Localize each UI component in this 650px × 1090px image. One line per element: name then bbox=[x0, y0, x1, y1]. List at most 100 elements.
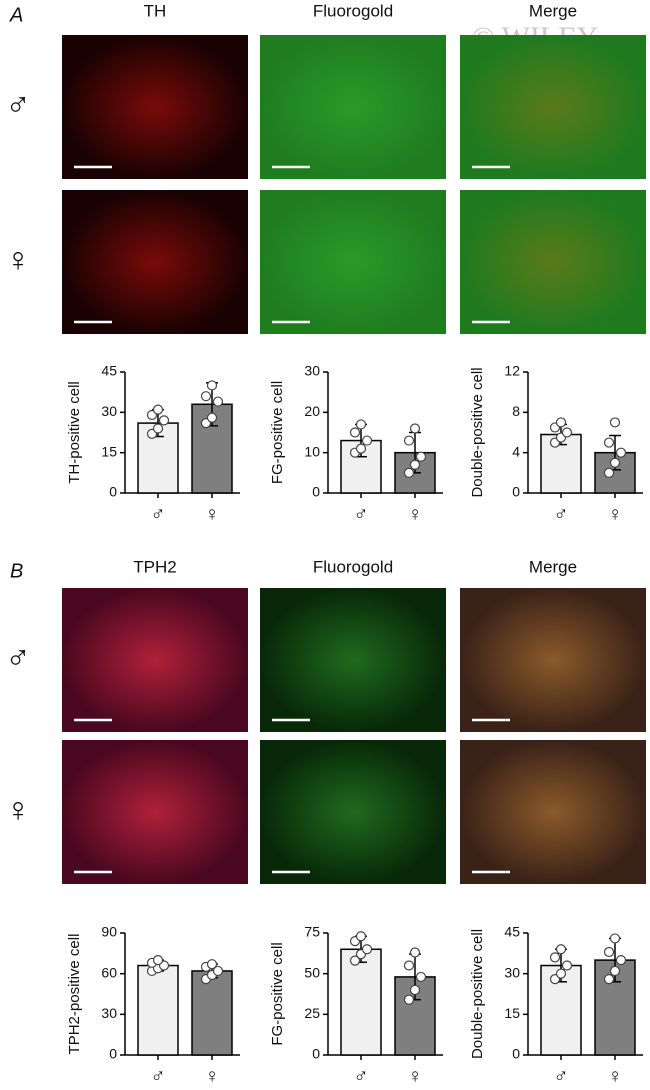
y-tick-label: 0 bbox=[312, 484, 320, 500]
x-tick-label: ♂ bbox=[354, 1065, 369, 1085]
x-tick-label: ♀ bbox=[205, 1065, 220, 1085]
y-tick-label: 25 bbox=[304, 1005, 320, 1021]
micrograph bbox=[260, 190, 446, 334]
data-point bbox=[609, 965, 621, 977]
y-tick-label: 50 bbox=[304, 964, 320, 980]
micrograph bbox=[62, 588, 248, 732]
data-point bbox=[158, 415, 170, 426]
data-point bbox=[152, 955, 164, 966]
data-point bbox=[409, 459, 421, 470]
data-point bbox=[409, 947, 421, 958]
column-header: TH bbox=[144, 1, 167, 20]
data-point bbox=[206, 380, 218, 391]
data-point bbox=[603, 973, 615, 985]
y-axis-label: Double-positive cell bbox=[469, 929, 486, 1059]
micrograph bbox=[460, 190, 646, 334]
data-point bbox=[403, 994, 415, 1005]
y-tick-label: 0 bbox=[109, 1046, 117, 1062]
micrograph bbox=[460, 35, 646, 179]
x-tick-label: ♂ bbox=[554, 1065, 569, 1085]
y-tick-label: 75 bbox=[304, 924, 320, 940]
x-tick-label: ♀ bbox=[408, 503, 423, 525]
y-tick-label: 0 bbox=[512, 484, 520, 500]
data-point bbox=[409, 984, 421, 996]
data-point bbox=[200, 391, 212, 402]
column-header: Merge bbox=[529, 557, 577, 576]
bar bbox=[340, 948, 382, 1056]
column-header: Fluorogold bbox=[313, 557, 393, 576]
micrograph bbox=[460, 588, 646, 732]
data-point bbox=[561, 427, 573, 438]
y-tick-label: 15 bbox=[101, 443, 117, 459]
y-axis-label: TPH2-positive cell bbox=[66, 934, 83, 1055]
x-tick-label: ♀ bbox=[205, 503, 220, 525]
x-tick-label: ♂ bbox=[151, 1065, 166, 1085]
y-tick-label: 30 bbox=[304, 363, 320, 379]
data-point bbox=[361, 435, 373, 446]
micrograph bbox=[260, 35, 446, 179]
x-tick-label: ♀ bbox=[608, 503, 623, 525]
data-point bbox=[555, 944, 567, 955]
data-point bbox=[603, 467, 615, 478]
y-tick-label: 8 bbox=[512, 403, 520, 419]
panel-label: B bbox=[10, 560, 23, 582]
y-tick-label: 15 bbox=[504, 1005, 520, 1021]
y-tick-label: 20 bbox=[304, 403, 320, 419]
x-tick-label: ♀ bbox=[408, 1065, 423, 1085]
micrograph bbox=[260, 740, 446, 884]
row-label: ♀ bbox=[5, 791, 31, 829]
data-point bbox=[206, 412, 218, 423]
data-point bbox=[403, 960, 415, 971]
data-point bbox=[212, 396, 224, 407]
data-point bbox=[212, 965, 224, 977]
x-tick-label: ♂ bbox=[554, 503, 569, 525]
data-point bbox=[549, 952, 561, 963]
data-point bbox=[609, 933, 621, 944]
data-point bbox=[415, 451, 427, 462]
row-label: ♂ bbox=[5, 639, 31, 677]
data-point bbox=[403, 435, 415, 446]
data-point bbox=[361, 944, 373, 955]
data-point bbox=[415, 971, 427, 983]
y-tick-label: 0 bbox=[312, 1046, 320, 1062]
data-point bbox=[561, 960, 573, 971]
y-tick-label: 30 bbox=[101, 1005, 117, 1021]
data-point bbox=[609, 457, 621, 468]
y-tick-label: 10 bbox=[304, 443, 320, 459]
data-point bbox=[355, 931, 367, 942]
x-tick-label: ♂ bbox=[151, 503, 166, 525]
y-tick-label: 30 bbox=[504, 964, 520, 980]
y-tick-label: 45 bbox=[504, 924, 520, 940]
y-axis-label: TH-positive cell bbox=[66, 381, 83, 484]
micrograph bbox=[260, 588, 446, 732]
x-tick-label: ♂ bbox=[354, 503, 369, 525]
column-header: TPH2 bbox=[133, 557, 176, 576]
y-tick-label: 0 bbox=[512, 1046, 520, 1062]
y-axis-label: FG-positive cell bbox=[269, 381, 286, 484]
y-tick-label: 30 bbox=[101, 403, 117, 419]
micrograph bbox=[62, 740, 248, 884]
data-point bbox=[349, 427, 361, 438]
data-point bbox=[603, 946, 615, 958]
row-label: ♀ bbox=[5, 241, 31, 279]
data-point bbox=[349, 955, 361, 966]
data-point bbox=[409, 423, 421, 434]
x-tick-label: ♀ bbox=[608, 1065, 623, 1085]
y-axis-label: FG-positive cell bbox=[269, 942, 286, 1045]
y-tick-label: 45 bbox=[101, 363, 117, 379]
column-header: Fluorogold bbox=[313, 1, 393, 20]
column-header: Merge bbox=[529, 1, 577, 20]
data-point bbox=[555, 968, 567, 979]
data-point bbox=[609, 417, 621, 428]
data-point bbox=[603, 437, 615, 448]
data-point bbox=[355, 443, 367, 454]
bar bbox=[191, 970, 233, 1056]
data-point bbox=[555, 417, 567, 428]
y-axis-label: Double-positive cell bbox=[469, 367, 486, 497]
y-tick-label: 90 bbox=[101, 924, 117, 940]
data-point bbox=[355, 419, 367, 430]
data-point bbox=[615, 955, 627, 966]
panel-label: A bbox=[9, 4, 23, 26]
